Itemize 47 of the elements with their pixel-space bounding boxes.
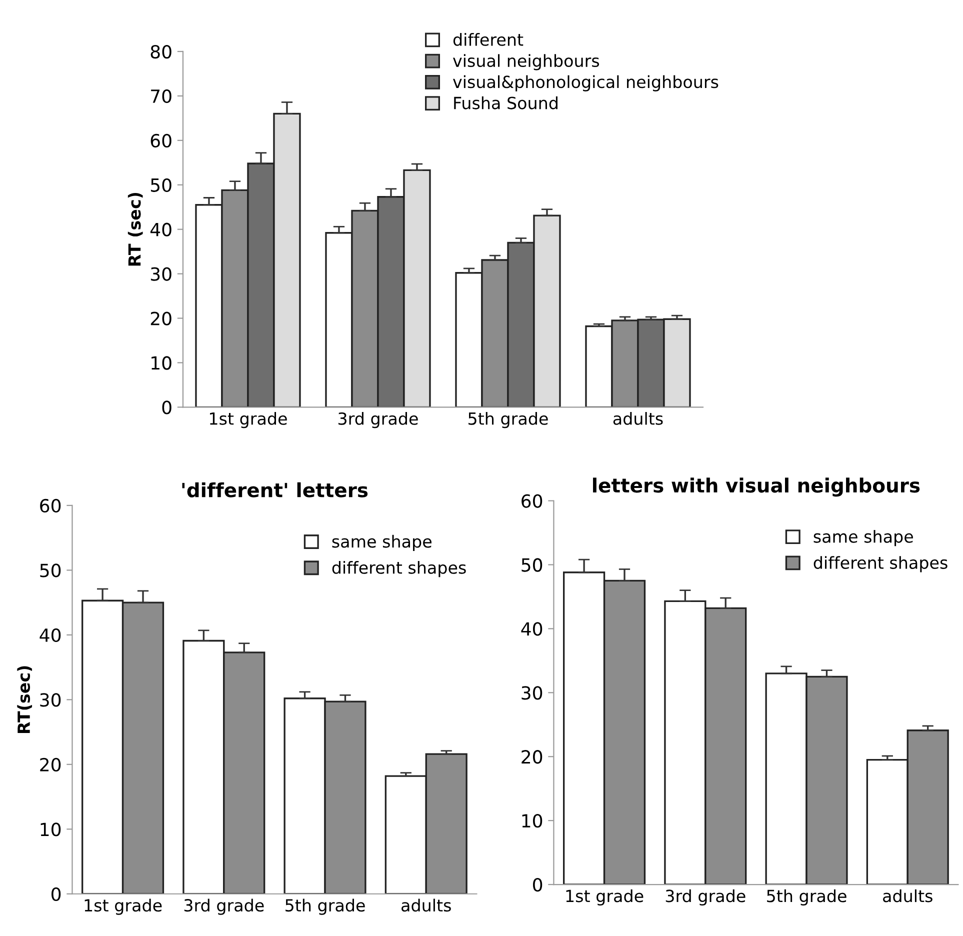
- y-tick-label: 50: [40, 564, 61, 578]
- y-tick-label: 60: [522, 494, 542, 508]
- x-tick-label: 5th grade: [286, 898, 365, 915]
- y-tick-label: 60: [150, 134, 172, 148]
- y-tick-label: 30: [522, 686, 542, 700]
- chart-title: 'different' letters: [182, 482, 368, 498]
- legend-label: visual neighbours: [452, 54, 600, 70]
- y-tick-label: 10: [152, 356, 172, 370]
- y-axis-title: RT(sec): [17, 666, 32, 734]
- x-tick-label: 3rd grade: [184, 898, 264, 915]
- legend-label: visual&phonological neighbours: [452, 75, 718, 92]
- legend-label: different shapes: [332, 560, 466, 578]
- legend-label: same shape: [332, 534, 432, 551]
- x-tick-label: adults: [402, 898, 451, 912]
- y-tick-label: 40: [150, 222, 172, 236]
- y-tick-label: 70: [151, 89, 172, 104]
- y-tick-label: 30: [150, 267, 172, 281]
- y-tick-label: 80: [150, 44, 172, 59]
- y-tick-label: 20: [522, 750, 542, 764]
- y-tick-label: 30: [40, 693, 61, 707]
- y-tick-label: 50: [150, 178, 172, 192]
- legend-label: different shapes: [814, 556, 948, 572]
- legend-label: Fusha Sound: [454, 96, 558, 110]
- x-tick-label: adults: [883, 889, 932, 902]
- y-axis-title: RT (sec): [128, 192, 143, 266]
- y-tick-label: 40: [521, 622, 542, 636]
- legend-label: different: [453, 33, 524, 46]
- y-tick-label: 40: [40, 628, 61, 642]
- y-tick-label: 0: [533, 878, 542, 892]
- x-tick-label: 5th grade: [468, 412, 548, 428]
- y-tick-label: 10: [40, 822, 61, 836]
- x-tick-label: 1st grade: [566, 889, 644, 906]
- y-tick-label: 0: [52, 887, 61, 901]
- y-tick-label: 0: [162, 400, 172, 414]
- y-tick-label: 50: [522, 558, 542, 572]
- y-tick-label: 60: [40, 498, 61, 513]
- y-tick-label: 20: [40, 758, 61, 772]
- x-tick-label: 3rd grade: [666, 889, 746, 906]
- legend-label: same shape: [814, 530, 913, 546]
- y-tick-label: 20: [150, 312, 172, 326]
- x-tick-label: 3rd grade: [338, 412, 418, 428]
- x-tick-label: 1st grade: [84, 898, 162, 915]
- y-tick-label: 10: [522, 814, 542, 828]
- x-tick-label: adults: [613, 412, 663, 425]
- chart-title: letters with visual neighbours: [593, 478, 920, 497]
- x-tick-label: 1st grade: [210, 412, 287, 428]
- x-tick-label: 5th grade: [767, 889, 846, 906]
